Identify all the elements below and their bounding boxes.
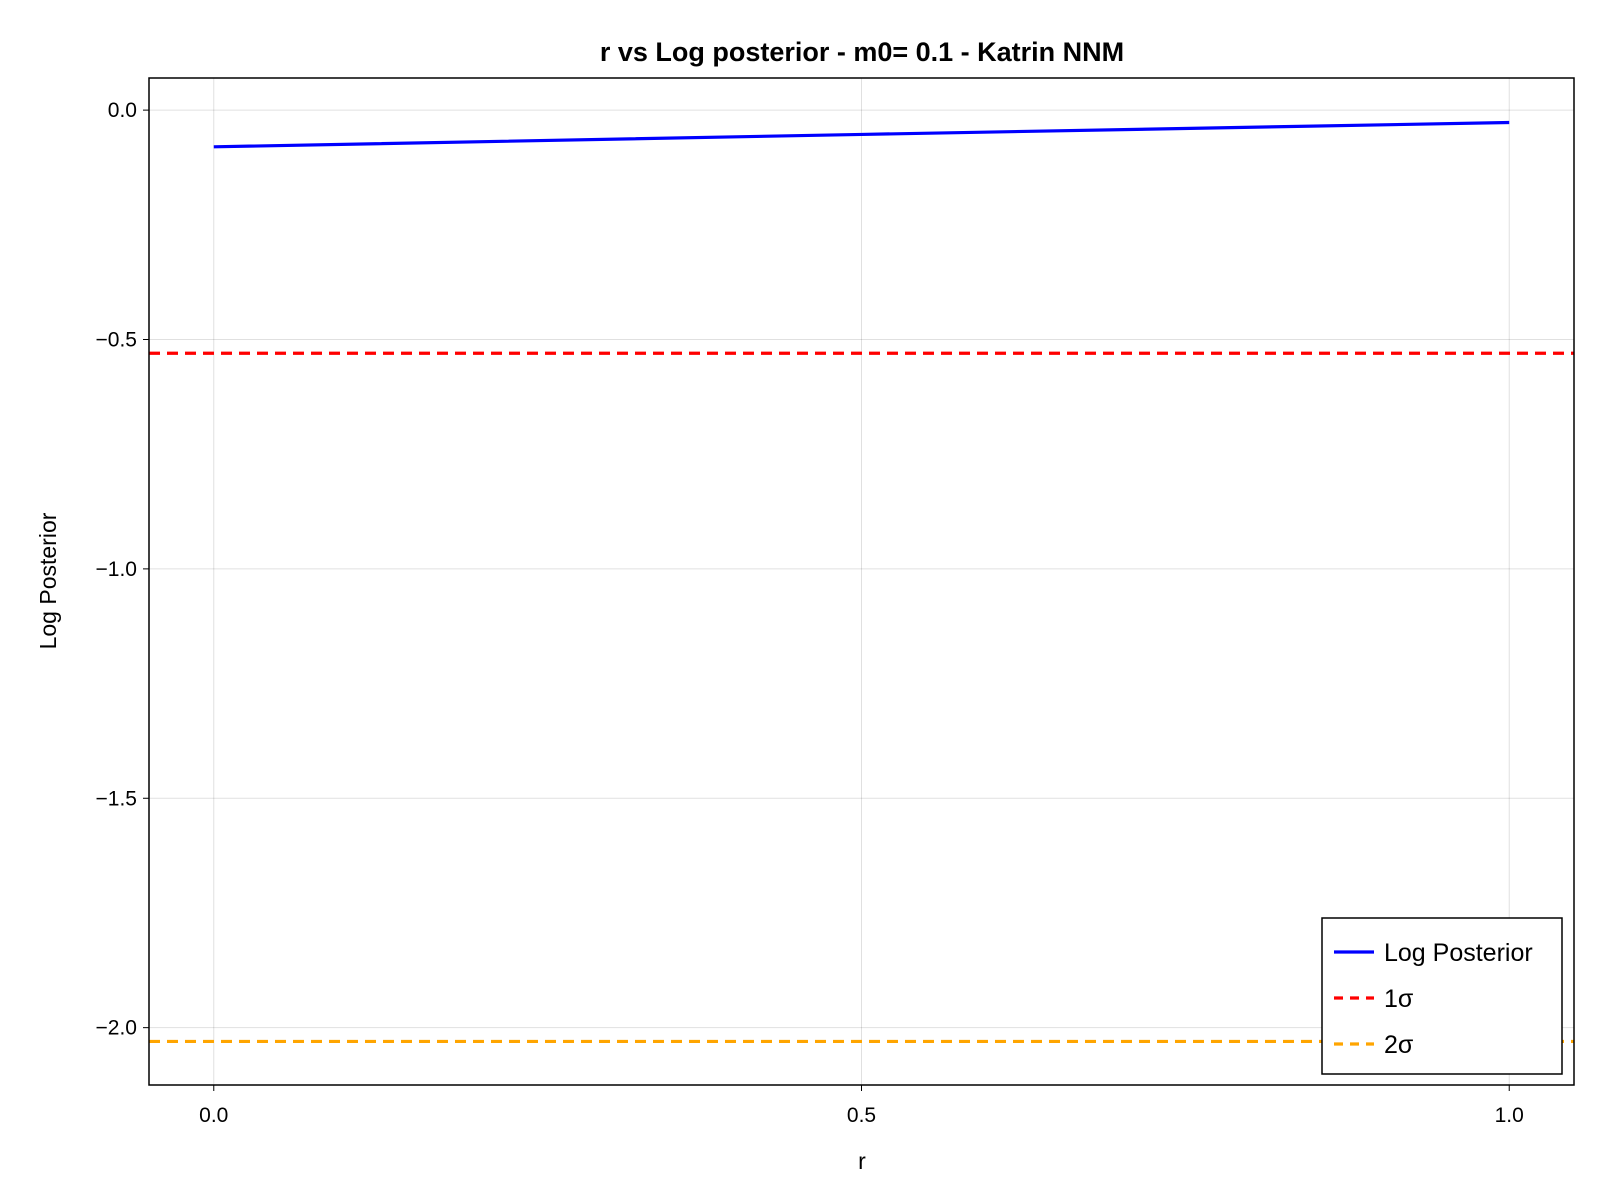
y-tick-label: −0.5: [96, 328, 137, 351]
legend-label: 2σ: [1384, 1031, 1414, 1059]
y-tick-label: −2.0: [96, 1017, 137, 1040]
y-axis-label: Log Posterior: [35, 512, 61, 649]
y-tick-label: −1.0: [96, 558, 137, 581]
legend-label: 1σ: [1384, 985, 1414, 1013]
x-tick-label: 1.0: [1495, 1104, 1524, 1127]
x-tick-label: 0.5: [847, 1104, 876, 1127]
y-tick-label: −1.5: [96, 787, 137, 810]
x-tick-label: 0.0: [199, 1104, 228, 1127]
chart-title: r vs Log posterior - m0= 0.1 - Katrin NN…: [600, 37, 1124, 67]
legend: Log Posterior 1σ 2σ: [1322, 918, 1562, 1074]
y-tick-label: 0.0: [108, 99, 137, 122]
legend-label: Log Posterior: [1384, 939, 1533, 967]
x-axis-label: r: [858, 1148, 866, 1174]
